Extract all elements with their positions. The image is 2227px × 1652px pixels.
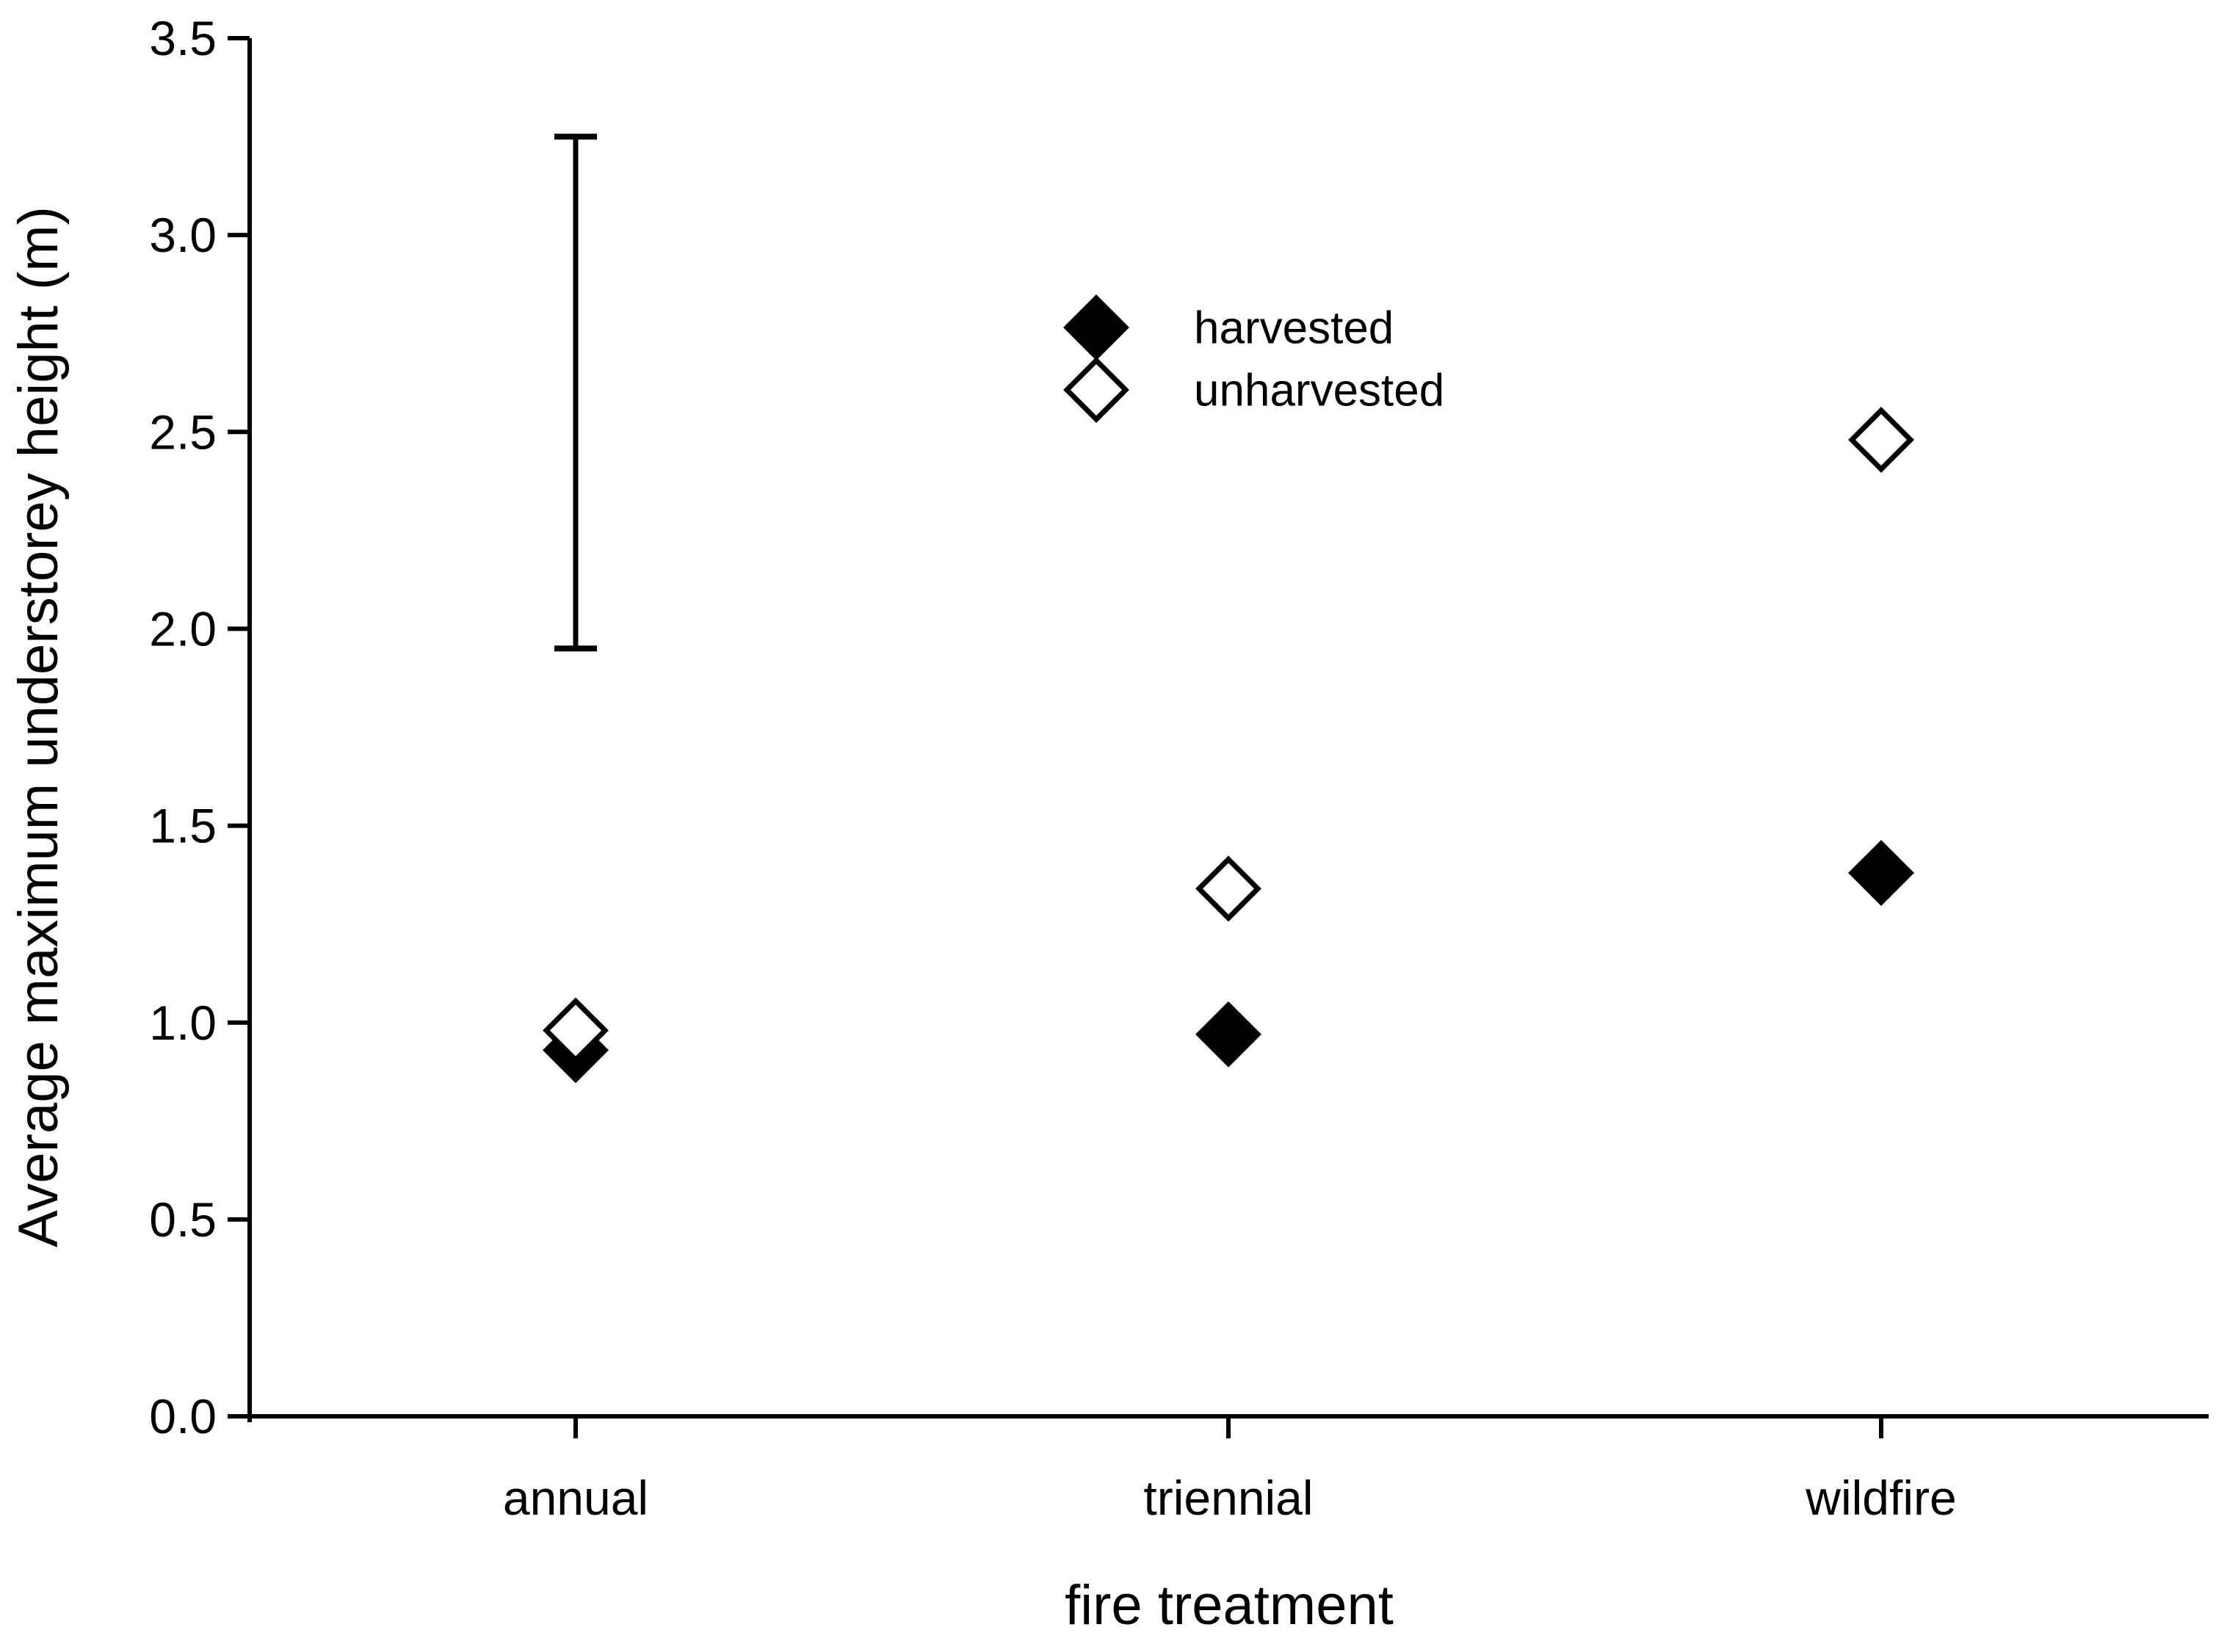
data-point-harvested-triennial [1195,1001,1261,1068]
data-point-unharvested-wildfire [1848,407,1914,473]
data-point-unharvested-annual [543,997,609,1064]
legend-label-unharvested: unharvested [1194,366,1444,416]
x-tick-label: annual [503,1471,648,1525]
error-bar-group [554,134,597,652]
x-tick-label: wildfire [1805,1471,1956,1525]
y-tick-label: 1.5 [149,799,217,853]
legend-marker-harvested-icon [1063,294,1129,361]
legend: harvested unharvested [1063,294,1444,423]
data-point-harvested-wildfire [1848,839,1914,906]
y-tick-label: 2.5 [149,405,217,459]
x-axis-title: fire treatment [1065,1574,1394,1637]
data-points [543,407,1914,1084]
y-tick-label: 2.0 [149,602,217,656]
y-tick-label: 1.0 [149,996,217,1050]
y-tick-label: 0.5 [149,1192,217,1247]
data-point-unharvested-triennial [1195,855,1261,922]
y-tick-label: 0.0 [149,1389,217,1443]
x-tick-label: triennial [1143,1471,1313,1525]
legend-label-harvested: harvested [1194,303,1394,354]
axes: 0.0 0.5 1.0 1.5 2.0 2.5 3.0 3.5 annual triennial w… [149,11,2209,1525]
legend-marker-unharvested-icon [1063,357,1129,423]
y-axis-title: Average maximum understorey height (m) [7,206,70,1247]
y-tick-label: 3.5 [149,11,217,65]
y-tick-label: 3.0 [149,208,217,262]
